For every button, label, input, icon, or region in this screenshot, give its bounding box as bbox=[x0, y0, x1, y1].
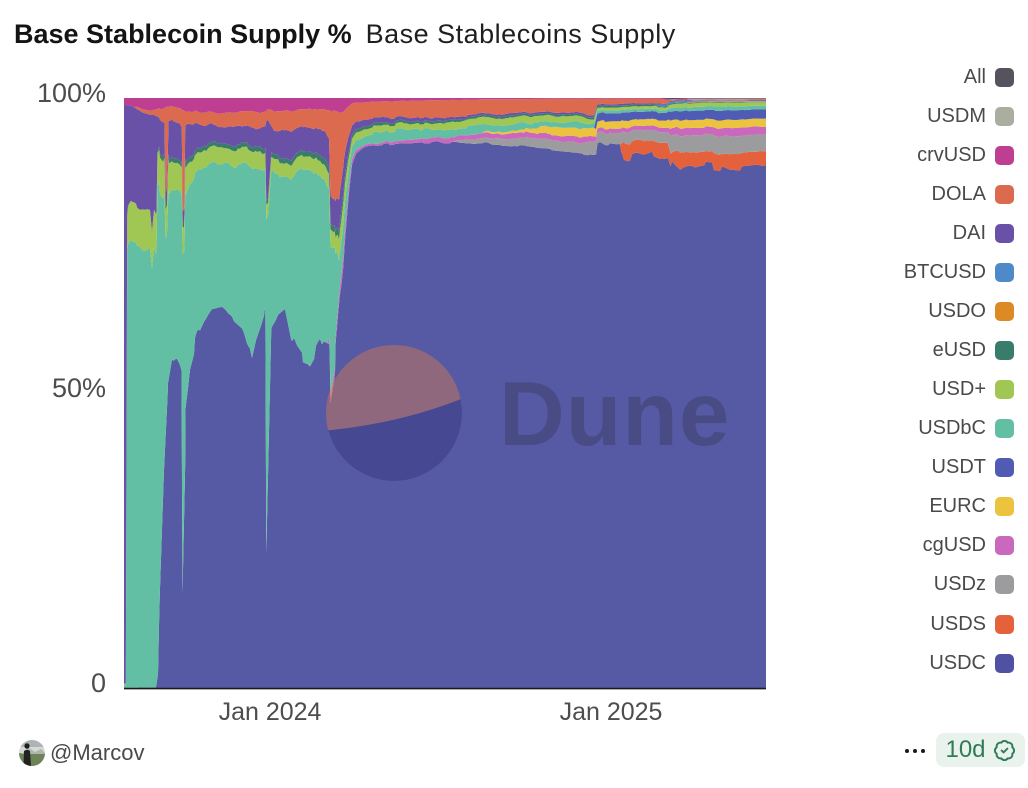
svg-text:Dune: Dune bbox=[499, 364, 731, 465]
